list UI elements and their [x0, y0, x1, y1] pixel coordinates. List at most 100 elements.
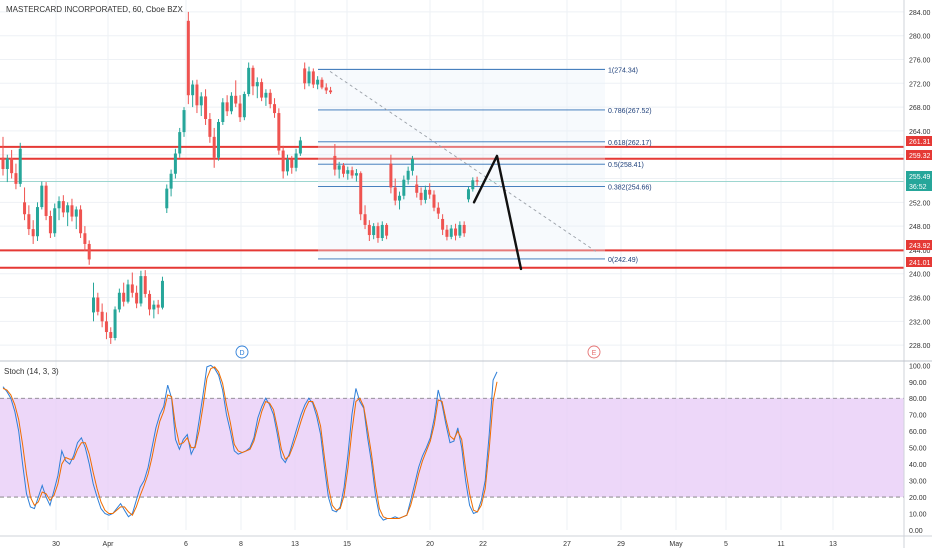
candle-body[interactable] [385, 224, 389, 236]
candle-body[interactable] [156, 304, 160, 308]
candle-body[interactable] [423, 189, 427, 200]
candle-body[interactable] [462, 224, 466, 234]
candle-body[interactable] [419, 192, 423, 200]
candle-body[interactable] [251, 67, 255, 87]
candle-body[interactable] [294, 153, 298, 168]
candle-body[interactable] [221, 102, 225, 122]
candle-body[interactable] [398, 195, 402, 201]
candle-body[interactable] [354, 173, 358, 176]
candle-body[interactable] [173, 153, 177, 174]
candle-body[interactable] [350, 170, 354, 176]
candle-body[interactable] [298, 140, 302, 154]
candle-body[interactable] [432, 194, 436, 208]
candle-body[interactable] [135, 292, 139, 304]
candle-body[interactable] [372, 226, 376, 236]
candle-body[interactable] [195, 84, 199, 106]
candle-body[interactable] [458, 224, 462, 236]
candle-body[interactable] [113, 309, 117, 338]
candle-body[interactable] [260, 82, 264, 98]
candle-body[interactable] [436, 207, 440, 214]
candle-body[interactable] [31, 229, 35, 237]
candle-body[interactable] [402, 179, 406, 196]
candle-body[interactable] [333, 155, 337, 170]
candle-body[interactable] [225, 102, 229, 112]
candle-body[interactable] [122, 292, 126, 302]
candle-body[interactable] [346, 170, 350, 174]
candle-body[interactable] [242, 94, 246, 118]
candle-body[interactable] [23, 202, 27, 215]
candle-body[interactable] [14, 173, 18, 184]
event-marker[interactable] [235, 345, 249, 359]
candle-body[interactable] [92, 297, 96, 313]
candle-body[interactable] [18, 148, 22, 184]
candle-body[interactable] [148, 293, 152, 310]
candle-body[interactable] [87, 243, 91, 260]
candle-body[interactable] [367, 224, 371, 236]
candle-body[interactable] [57, 201, 61, 209]
candle-body[interactable] [410, 158, 414, 171]
candle-body[interactable] [268, 92, 272, 105]
candle-body[interactable] [212, 136, 216, 158]
candle-body[interactable] [1, 157, 5, 169]
candle-body[interactable] [376, 226, 380, 239]
candle-body[interactable] [324, 87, 328, 91]
candle-body[interactable] [40, 185, 44, 208]
candle-body[interactable] [449, 228, 453, 237]
candle-body[interactable] [117, 292, 121, 310]
candle-body[interactable] [238, 103, 242, 118]
candle-body[interactable] [96, 297, 100, 312]
candle-body[interactable] [139, 276, 143, 304]
candle-body[interactable] [204, 96, 208, 120]
candle-body[interactable] [393, 187, 397, 201]
candle-body[interactable] [70, 205, 74, 217]
candle-body[interactable] [199, 96, 203, 106]
candle-body[interactable] [363, 214, 367, 225]
candle-body[interactable] [466, 189, 470, 200]
candle-body[interactable] [316, 79, 320, 85]
candle-body[interactable] [178, 132, 182, 154]
candle-body[interactable] [337, 165, 341, 170]
candle-body[interactable] [281, 150, 285, 172]
candle-body[interactable] [44, 185, 48, 216]
candle-body[interactable] [454, 228, 458, 236]
candle-body[interactable] [311, 71, 315, 85]
event-marker[interactable] [587, 345, 601, 359]
candle-body[interactable] [247, 67, 251, 95]
candle-body[interactable] [126, 284, 130, 302]
candle-body[interactable] [152, 304, 156, 310]
candle-body[interactable] [285, 159, 289, 172]
candle-body[interactable] [277, 113, 281, 151]
candles-layer[interactable] [1, 11, 479, 344]
candle-body[interactable] [441, 218, 445, 230]
candle-body[interactable] [341, 165, 345, 174]
candle-body[interactable] [217, 121, 220, 158]
candle-body[interactable] [100, 311, 104, 322]
candle-body[interactable] [389, 163, 393, 188]
candle-body[interactable] [66, 205, 70, 213]
candle-body[interactable] [264, 92, 268, 98]
candle-body[interactable] [273, 104, 277, 114]
candle-body[interactable] [143, 276, 147, 294]
candle-body[interactable] [359, 173, 363, 215]
candle-body[interactable] [83, 233, 87, 244]
candle-body[interactable] [169, 173, 173, 189]
candle-body[interactable] [307, 71, 311, 84]
candle-body[interactable] [109, 332, 113, 338]
candle-body[interactable] [445, 229, 449, 237]
candle-body[interactable] [182, 110, 186, 133]
candle-body[interactable] [27, 214, 31, 230]
candle-body[interactable] [53, 208, 57, 234]
candle-body[interactable] [475, 180, 479, 182]
candle-body[interactable] [5, 158, 9, 169]
candle-body[interactable] [61, 201, 65, 213]
candle-body[interactable] [303, 68, 307, 84]
candle-body[interactable] [10, 158, 14, 174]
candle-body[interactable] [255, 82, 259, 87]
candle-body[interactable] [329, 90, 333, 93]
candle-body[interactable] [320, 79, 324, 88]
candle-body[interactable] [380, 224, 384, 239]
candle-body[interactable] [104, 321, 108, 333]
candle-body[interactable] [191, 84, 195, 96]
candle-body[interactable] [48, 216, 52, 234]
candle-body[interactable] [79, 209, 83, 234]
